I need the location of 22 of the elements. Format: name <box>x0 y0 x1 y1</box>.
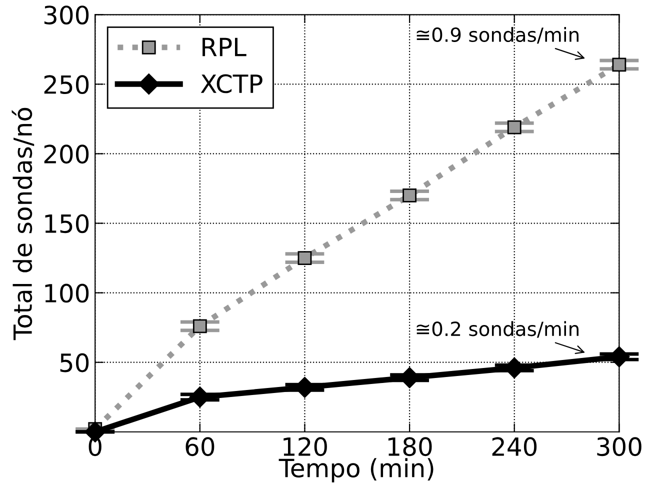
point <box>298 251 312 265</box>
legend-label: XCTP <box>200 74 262 94</box>
y-tick-label: 200 <box>44 144 89 164</box>
annotation: ≅0.9 sondas/min <box>416 26 578 44</box>
annotation: ≅0.2 sondas/min <box>416 321 578 338</box>
x-tick-label: 180 <box>388 437 432 456</box>
y-tick-label: 50 <box>60 353 89 372</box>
y-tick-label: 100 <box>45 284 89 303</box>
x-axis-title: Tempo (min) <box>278 458 434 482</box>
point <box>402 188 416 202</box>
x-tick-label: 300 <box>597 437 642 456</box>
x-tick-label: 240 <box>492 437 537 456</box>
y-tick-label: 300 <box>44 6 89 24</box>
x-tick-label: 120 <box>284 437 327 456</box>
legend-label: RPL <box>202 38 246 56</box>
point <box>192 319 207 334</box>
y-tick-label: 250 <box>44 75 89 94</box>
y-tick-label: 150 <box>45 214 89 234</box>
point <box>507 120 522 134</box>
point <box>612 58 626 72</box>
x-tick-label: 60 <box>186 437 214 456</box>
y-axis-title: Total de sondas/nó <box>12 108 34 340</box>
